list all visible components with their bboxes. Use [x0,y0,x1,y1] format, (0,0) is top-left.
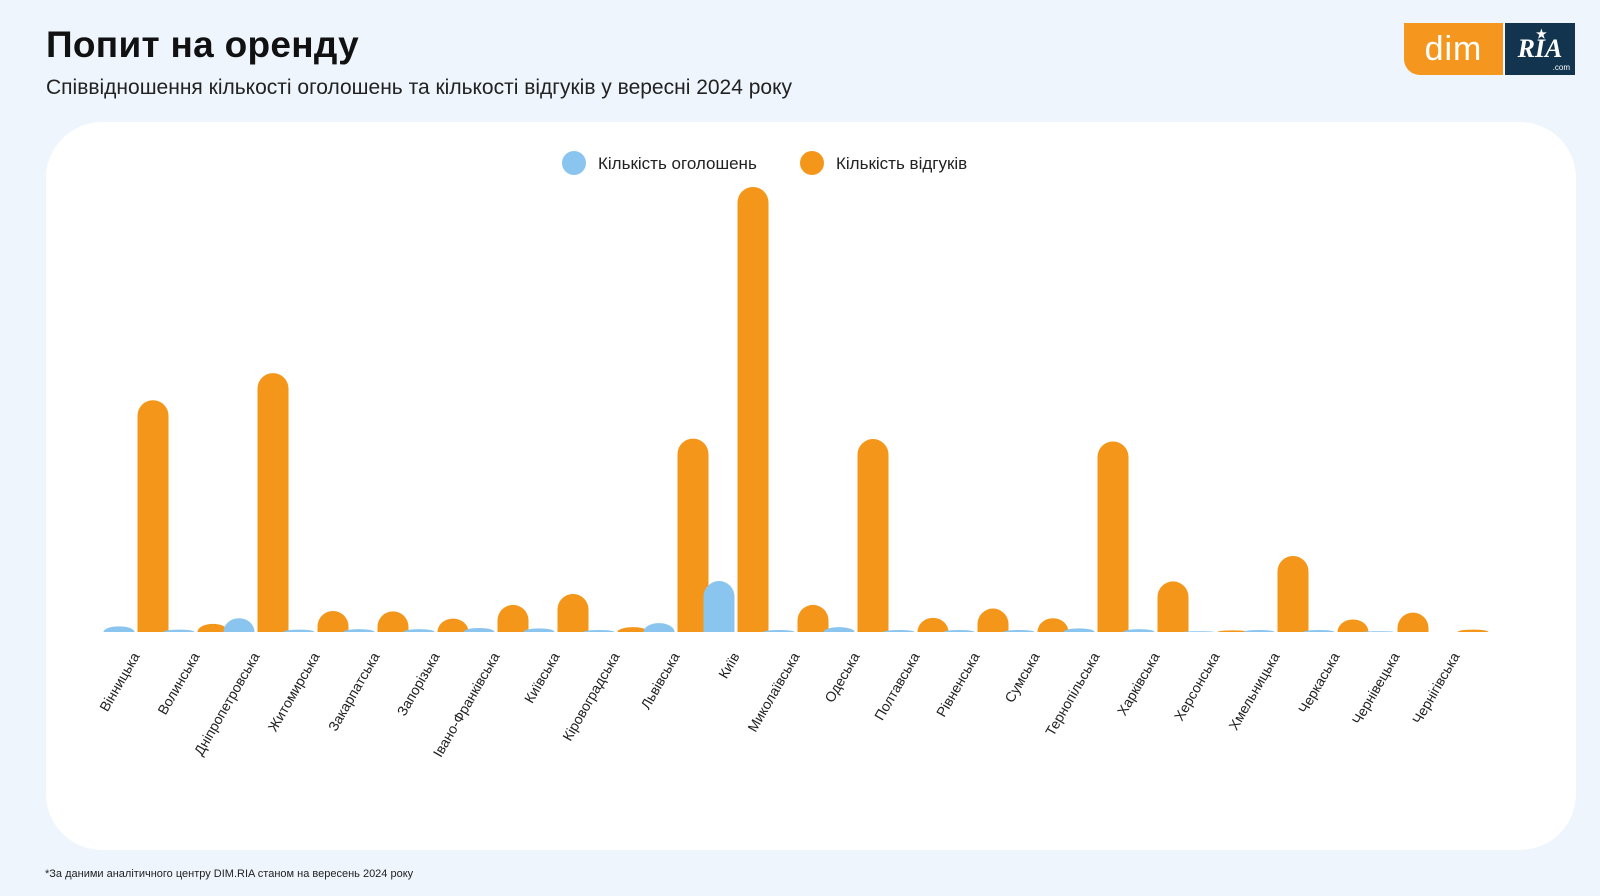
x-tick-label-5: Закарпатська [325,649,383,733]
star-icon: ★ [1536,27,1547,41]
chart-legend: Кількість оголошень Кількість відгуків [562,151,967,175]
bar-listings-9 [583,629,615,632]
footnote: *За даними аналітичного центру DIM.RIA с… [45,868,414,880]
x-tick-label-8: Київська [521,649,563,705]
legend-label-1: Кількість оголошень [598,154,757,173]
x-tick-label-16: Сумська [1001,649,1043,705]
bar-listings-10 [643,623,675,632]
legend-marker-2 [800,151,824,175]
legend-label-2: Кількість відгуків [836,154,967,173]
bar-responses-17 [1097,441,1129,632]
bar-responses-12 [797,604,829,632]
x-tick-label-4: Житомирська [264,649,322,734]
bar-responses-22 [1397,612,1429,632]
bar-responses-10 [677,438,709,632]
x-tick-label-2: Волинська [154,649,202,717]
x-tick-label-12: Миколаївська [744,649,802,734]
bar-responses-19 [1217,630,1249,632]
x-tick-label-10: Львівська [637,649,682,712]
page-title: Попит на оренду [46,24,360,65]
x-tick-label-11: Київ [715,650,743,682]
legend-marker-1 [562,151,586,175]
x-tick-label-9: Кіровоградська [559,649,623,743]
bar-chart: Кількість оголошень Кількість відгуків Він… [96,151,1489,760]
x-tick-label-1: Вінницька [96,649,143,714]
bar-listings-15 [943,629,975,632]
bar-responses-4 [317,610,349,632]
bar-listings-11 [703,581,735,632]
x-tick-label-18: Харківська [1114,649,1163,718]
bar-responses-3 [257,373,289,632]
bar-responses-9 [617,627,649,632]
bar-listings-13 [823,627,855,632]
bar-responses-21 [1337,619,1369,632]
chart-card: Кількість оголошень Кількість відгуків Він… [46,122,1576,850]
bar-responses-8 [557,593,589,632]
bar-responses-13 [857,439,889,632]
x-tick-label-15: Рівненська [933,649,983,719]
bar-responses-11 [737,187,769,632]
bar-listings-21 [1303,629,1335,632]
bar-responses-5 [377,611,409,632]
bar-listings-7 [463,627,495,632]
bar-listings-22 [1363,631,1395,632]
bar-listings-14 [883,629,915,632]
bar-responses-20 [1277,555,1309,632]
bar-listings-18 [1123,629,1155,632]
bar-listings-6 [403,629,435,632]
x-tick-label-20: Хмельницька [1225,649,1282,732]
x-tick-label-3: Дніпропетровська [191,649,263,758]
bar-listings-5 [343,629,375,632]
bar-listings-19 [1183,631,1215,632]
dim-ria-logo[interactable]: dim ★ RIA .com [1404,23,1575,75]
bar-listings-16 [1003,629,1035,632]
logo-dim: dim [1404,23,1503,75]
bar-listings-12 [763,629,795,632]
x-tick-label-6: Запорізька [394,649,443,718]
logo-ria: ★ RIA .com [1505,23,1575,75]
bar-responses-1 [137,400,169,632]
x-tick-label-7: Івано-Франківська [430,649,503,759]
bar-responses-6 [437,618,469,632]
bar-responses-23 [1457,629,1489,632]
bar-listings-1 [103,626,135,632]
x-tick-label-13: Одеська [821,649,862,705]
bar-listings-20 [1243,629,1275,632]
bar-listings-3 [223,618,255,632]
bar-listings-17 [1063,628,1095,632]
logo-ria-suffix: .com [1552,63,1570,72]
bar-responses-2 [197,623,229,632]
page-subtitle: Співвідношення кількості оголошень та кі… [46,76,793,99]
x-tick-label-22: Чернівецька [1349,649,1403,727]
bar-responses-7 [497,604,529,632]
bar-listings-2 [163,629,195,632]
bar-responses-14 [917,617,949,632]
x-tick-label-17: Тернопільська [1042,649,1103,738]
bar-responses-15 [977,608,1009,632]
x-tick-label-23: Чернігівська [1409,649,1463,726]
x-tick-label-14: Полтавська [871,649,923,723]
bar-listings-4 [283,629,315,632]
bar-responses-16 [1037,618,1069,632]
logo-ria-text: RIA [1517,34,1563,63]
bar-listings-8 [523,628,555,632]
x-tick-label-19: Херсонська [1171,649,1223,723]
x-tick-label-21: Черкаська [1295,649,1343,716]
bar-responses-18 [1157,581,1189,632]
